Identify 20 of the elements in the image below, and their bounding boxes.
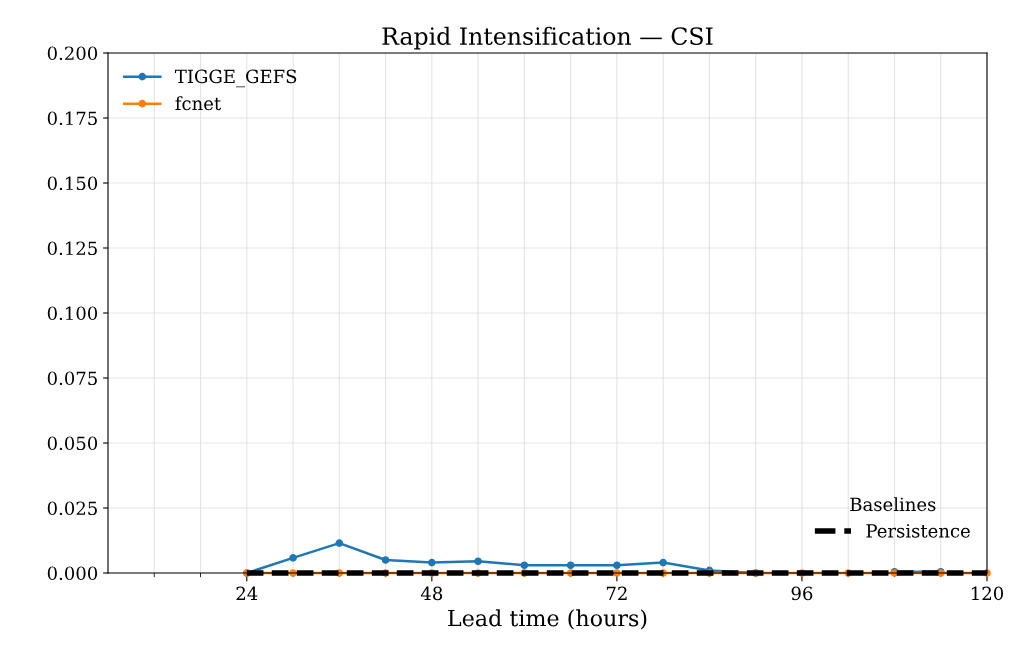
legend-label: TIGGE_GEFS <box>174 69 297 88</box>
x-tick-label: 120 <box>971 586 1004 601</box>
y-tick-label: 0.075 <box>47 371 97 386</box>
x-axis-title: Lead time (hours) <box>448 609 647 630</box>
y-tick-label: 0.100 <box>47 306 98 321</box>
x-tick-label: 24 <box>236 586 258 600</box>
y-tick-label: 0.150 <box>47 176 98 191</box>
y-tick-label: 0.200 <box>47 46 98 61</box>
y-tick-label: 0.125 <box>47 241 97 256</box>
x-tick-label: 72 <box>606 586 627 600</box>
y-tick-label: 0.050 <box>47 436 98 451</box>
x-tick-label: 48 <box>420 586 443 601</box>
chart-title: Rapid Intensification — CSI <box>382 26 713 50</box>
legend-title: Baselines <box>850 497 936 512</box>
x-tick-label: 96 <box>791 586 813 601</box>
legend-label: Persistence <box>866 524 970 538</box>
y-tick-label: 0.000 <box>47 566 98 581</box>
y-tick-label: 0.025 <box>47 501 97 516</box>
legend-label: fcnet <box>175 96 222 111</box>
y-tick-label: 0.175 <box>47 111 97 126</box>
